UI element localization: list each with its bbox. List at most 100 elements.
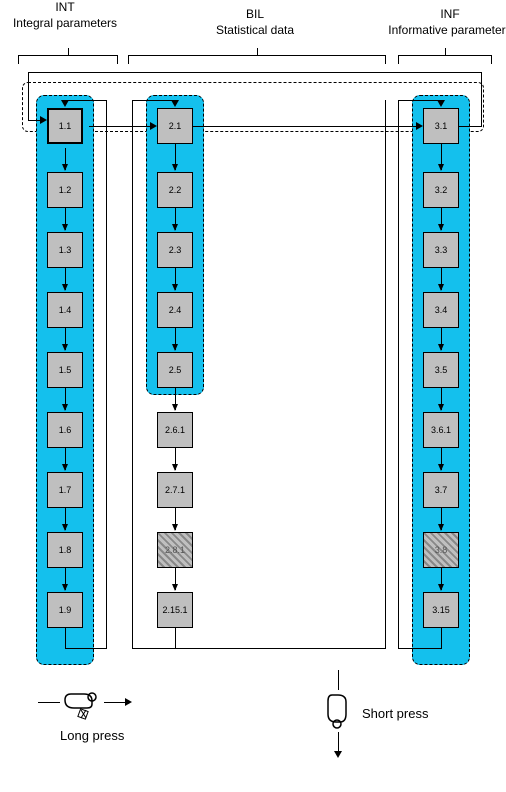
line [385,100,386,649]
header-int-short: INT [0,0,130,16]
arrow-down [175,448,176,470]
node-3-5: 3.5 [423,352,459,388]
node-label: 1.6 [59,425,72,435]
bracket-bil [128,55,386,56]
node-label: 1.7 [59,485,72,495]
header-bil-long: Statistical data [170,23,340,39]
node-2-1: 2.1 [157,108,193,144]
arrow-down [441,448,442,470]
line [132,648,176,649]
header-int-long: Integral parameters [0,16,130,32]
header-inf: INF Informative parameters [375,7,506,38]
header-bil-short: BIL [170,7,340,23]
arrow-down [65,508,66,530]
arrow-down [441,268,442,290]
arrow-down [65,328,66,350]
arrow-down [441,568,442,590]
node-label: 3.7 [435,485,448,495]
node-1-3: 1.3 [47,232,83,268]
line [398,648,442,649]
header-bil: BIL Statistical data [170,7,340,38]
node-label: 2.6.1 [165,425,185,435]
header-int: INT Integral parameters [0,0,130,31]
node-1-8: 1.8 [47,532,83,568]
node-1-4: 1.4 [47,292,83,328]
node-label: 2.1 [169,121,182,131]
node-label: 2.15.1 [162,605,187,615]
node-label: 1.1 [48,109,82,143]
node-1-7: 1.7 [47,472,83,508]
arrow-down [175,268,176,290]
arrow-down [175,328,176,350]
arrow-down [65,568,66,590]
arrow-head [40,116,47,124]
arrow-down [65,208,66,230]
line [65,100,107,101]
arrow-down [441,388,442,410]
arrow-head [171,100,179,107]
line [338,670,339,690]
arrow-head [334,751,342,758]
long-press-label: Long press [60,728,124,743]
node-label: 2.4 [169,305,182,315]
node-label: 3.3 [435,245,448,255]
arrow-head [125,698,132,706]
arrow-down [175,508,176,530]
line [441,628,442,648]
arrow-down [65,388,66,410]
bracket-int [18,55,118,56]
hand-press-icon [322,692,356,730]
node-1-5: 1.5 [47,352,83,388]
line [28,72,482,73]
node-label: 3.2 [435,185,448,195]
line [175,628,176,648]
node-3-4: 3.4 [423,292,459,328]
line [398,100,399,649]
node-label: 1.4 [59,305,72,315]
line [481,72,482,127]
arrow-down [441,144,442,170]
arrow-head [416,122,423,130]
arrow-down [441,328,442,350]
node-3-2: 3.2 [423,172,459,208]
node-label: 3.15 [432,605,450,615]
node-label: 3.5 [435,365,448,375]
node-1-6: 1.6 [47,412,83,448]
line [28,72,29,120]
arrow-down [65,268,66,290]
arrow-head [150,122,157,130]
arrow-long-press [89,126,151,127]
line [338,732,339,752]
node-1-9: 1.9 [47,592,83,628]
arrow-head [437,100,445,107]
node-2-15-1: 2.15.1 [157,592,193,628]
node-label: 1.2 [59,185,72,195]
arrow-down [65,448,66,470]
node-3-8: 3.8 [423,532,459,568]
line [398,100,442,101]
node-3-15: 3.15 [423,592,459,628]
node-label: 1.9 [59,605,72,615]
node-2-4: 2.4 [157,292,193,328]
line [38,702,60,703]
line [104,702,126,703]
node-label: 2.5 [169,365,182,375]
bracket-inf [398,55,492,56]
node-label: 2.3 [169,245,182,255]
node-label: 1.5 [59,365,72,375]
node-1-2: 1.2 [47,172,83,208]
node-label: 3.6.1 [431,425,451,435]
node-3-3: 3.3 [423,232,459,268]
arrow-down [441,208,442,230]
line [106,100,107,649]
node-label: 2.7.1 [165,485,185,495]
arrow-down [175,568,176,590]
header-inf-short: INF [375,7,506,23]
hand-press-icon [62,686,100,720]
line [132,100,176,101]
short-press-label: Short press [362,706,428,721]
node-label: 3.4 [435,305,448,315]
line [459,126,481,127]
node-label: 2.8.1 [165,545,185,555]
arrow-down [441,508,442,530]
